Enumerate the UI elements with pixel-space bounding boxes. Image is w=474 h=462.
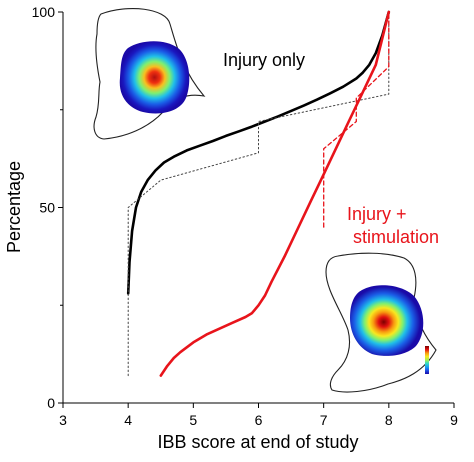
series-line-1-empirical xyxy=(127,11,390,377)
series-line-3-empirical xyxy=(323,11,390,228)
series-line-0-fitted xyxy=(126,10,391,295)
y-axis-label: Percentage xyxy=(4,161,24,253)
y-tick-label: 50 xyxy=(39,200,55,216)
x-tick-label: 3 xyxy=(59,412,67,428)
colorbar-strip xyxy=(425,346,429,374)
series-group xyxy=(126,10,391,377)
annotation-injury-only: Injury only xyxy=(223,50,305,70)
inset-injury-only xyxy=(93,8,206,140)
x-tick-label: 6 xyxy=(255,412,263,428)
heatmap-blob xyxy=(350,285,424,356)
series-line-2-fitted xyxy=(159,10,391,377)
annotation-stimulation: stimulation xyxy=(353,227,439,247)
x-tick-label: 8 xyxy=(385,412,393,428)
x-axis-label: IBB score at end of study xyxy=(157,432,358,452)
heatmap-blob xyxy=(119,41,190,114)
x-ticks: 3 4 5 6 7 8 9 xyxy=(59,403,458,428)
inset-outline xyxy=(93,8,206,140)
y-tick-label: 100 xyxy=(32,4,56,20)
x-tick-label: 4 xyxy=(124,412,132,428)
x-tick-label: 9 xyxy=(450,412,458,428)
inset-outline xyxy=(325,252,437,393)
annotation-injury-plus: Injury + xyxy=(347,204,407,224)
y-tick-label: 0 xyxy=(47,395,55,411)
inset-injury-stimulation xyxy=(325,252,437,393)
y-ticks: 0 50 100 xyxy=(32,4,63,411)
x-tick-label: 7 xyxy=(320,412,328,428)
axes: 3 4 5 6 7 8 9 0 50 100 xyxy=(32,4,458,428)
colorbar xyxy=(425,346,429,374)
x-tick-label: 5 xyxy=(189,412,197,428)
